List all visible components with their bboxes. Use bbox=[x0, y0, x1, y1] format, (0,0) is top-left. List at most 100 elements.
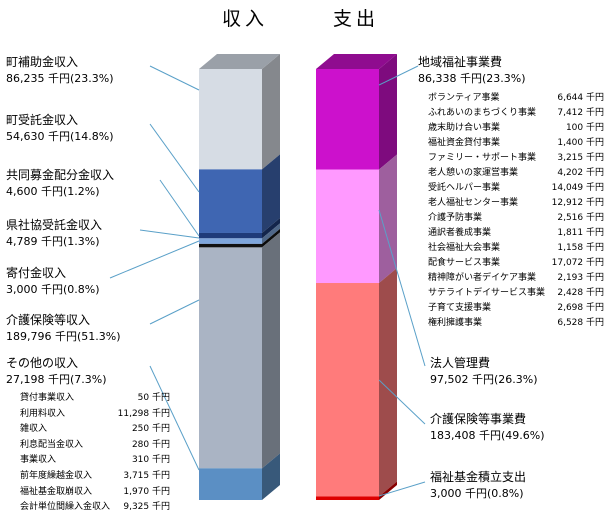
income-breakdown-name: 雑収入 bbox=[20, 424, 48, 435]
expense-breakdown-value: 2,516 千円 bbox=[557, 213, 604, 223]
expense-breakdown-value: 2,193 千円 bbox=[557, 273, 604, 283]
income-breakdown-name: 前年度繰越金収入 bbox=[20, 471, 93, 481]
income-breakdown-value: 3,715 千円 bbox=[123, 471, 170, 481]
income-value-town-commission: 54,630 千円(14.8%) bbox=[6, 130, 114, 143]
expense-bar-side-1 bbox=[379, 154, 397, 284]
expense-breakdown-name: ボランティア事業 bbox=[428, 93, 500, 103]
leader-town-subsidy bbox=[149, 65, 200, 91]
expense-breakdown-value: 6,644 千円 bbox=[557, 93, 604, 103]
expense-breakdown-name: ファミリー・サポート事業 bbox=[428, 153, 537, 163]
expense-label-welfare-fund: 福祉基金積立支出 bbox=[430, 470, 527, 484]
income-value-other: 27,198 千円(7.3%) bbox=[6, 373, 107, 386]
leader-prefecture-commission bbox=[139, 229, 200, 239]
income-label-community-chest: 共同募金配分金収入 bbox=[6, 168, 115, 182]
expense-breakdown-value: 3,215 千円 bbox=[557, 153, 604, 163]
income-breakdown-name: 利用料収入 bbox=[20, 408, 66, 419]
income-bar-segment-6 bbox=[199, 468, 262, 500]
expense-breakdown-value: 14,049 千円 bbox=[551, 183, 604, 193]
expense-breakdown-name: サテライトデイサービス事業 bbox=[428, 288, 546, 298]
leader-care-insurance bbox=[149, 299, 200, 325]
income-value-donations: 3,000 千円(0.8%) bbox=[6, 283, 100, 296]
income-breakdown-value: 310 千円 bbox=[131, 455, 170, 466]
income-bar-side-2 bbox=[262, 217, 280, 239]
expense-breakdown-value: 6,528 千円 bbox=[557, 318, 604, 328]
expense-breakdown-value: 2,698 千円 bbox=[557, 303, 604, 313]
income-value-community-chest: 4,600 千円(1.2%) bbox=[6, 185, 100, 198]
income-bar-segment-2 bbox=[199, 232, 262, 239]
expense-breakdown-name: 歳末助け合い事業 bbox=[428, 123, 501, 133]
leader-town-commission bbox=[149, 123, 200, 193]
leader-community-chest bbox=[159, 179, 200, 237]
income-breakdown-name: 利息配当金収入 bbox=[20, 439, 84, 450]
expense-breakdown-name: 老人福祉センター事業 bbox=[428, 198, 519, 208]
income-label-town-commission: 町受託金収入 bbox=[6, 113, 79, 127]
expense-breakdown-value: 1,158 千円 bbox=[557, 243, 604, 253]
expense-breakdown-name: 精神障がい者デイケア事業 bbox=[428, 273, 537, 283]
income-bar-side-4 bbox=[262, 228, 280, 248]
income-bar-side-0 bbox=[262, 54, 280, 170]
expense-breakdown-name: 通訳者養成事業 bbox=[428, 228, 492, 238]
expense-breakdown-name: 受託ヘルパー事業 bbox=[428, 183, 501, 193]
expense-value-community-welfare: 86,338 千円(23.3%) bbox=[418, 72, 526, 85]
expense-value-care-insurance: 183,408 千円(49.6%) bbox=[430, 429, 545, 442]
income-bar-side-5 bbox=[262, 232, 280, 469]
income-bar-segment-1 bbox=[199, 169, 262, 233]
income-breakdown-name: 会計単位間繰入金収入 bbox=[20, 502, 111, 513]
expense-bar-top bbox=[316, 54, 397, 69]
expense-breakdown-name: 福祉資金貸付事業 bbox=[428, 138, 501, 148]
income-heading: 収入 bbox=[222, 8, 269, 30]
expense-bar-segment-0 bbox=[316, 69, 379, 170]
income-label-other: その他の収入 bbox=[6, 356, 79, 370]
expense-breakdown-name: ふれあいのまちづくり事業 bbox=[428, 108, 537, 118]
income-bar-segment-5 bbox=[199, 247, 262, 469]
income-value-prefecture-commission: 4,789 千円(1.3%) bbox=[6, 235, 100, 248]
income-breakdown-value: 280 千円 bbox=[131, 439, 170, 450]
income-breakdown-value: 11,298 千円 bbox=[117, 408, 170, 419]
income-breakdown-value: 50 千円 bbox=[137, 393, 170, 403]
expense-bar-segment-3 bbox=[316, 496, 379, 500]
income-bar-side-3 bbox=[262, 223, 280, 244]
expense-value-welfare-fund: 3,000 千円(0.8%) bbox=[430, 487, 524, 500]
income-label-prefecture-commission: 県社協受託金収入 bbox=[6, 218, 103, 232]
expense-breakdown-value: 1,811 千円 bbox=[557, 228, 604, 238]
income-breakdown-value: 1,970 千円 bbox=[123, 486, 170, 497]
expense-breakdown-value: 2,428 千円 bbox=[557, 288, 604, 298]
expense-label-care-insurance: 介護保険等事業費 bbox=[430, 412, 527, 426]
expense-breakdown-name: 老人憩いの家運営事業 bbox=[428, 168, 519, 178]
income-label-donations: 寄付金収入 bbox=[6, 266, 67, 280]
expense-breakdown-name: 介護予防事業 bbox=[428, 213, 483, 223]
expense-breakdown-value: 17,072 千円 bbox=[551, 258, 604, 268]
expense-label-administration: 法人管理費 bbox=[430, 356, 491, 370]
expense-breakdown-name: 子育て支援事業 bbox=[428, 303, 492, 313]
expense-bar-side-0 bbox=[379, 54, 397, 170]
expense-bar-segment-2 bbox=[316, 283, 379, 497]
income-bar-side-1 bbox=[262, 154, 280, 233]
expense-heading: 支出 bbox=[333, 8, 380, 30]
leader-welfare-fund bbox=[378, 481, 426, 497]
expense-breakdown-name: 社会福祉大会事業 bbox=[428, 243, 501, 253]
income-label-care-insurance: 介護保険等収入 bbox=[6, 313, 91, 327]
income-value-town-subsidy: 86,235 千円(23.3%) bbox=[6, 72, 114, 85]
expense-breakdown-name: 配食サービス事業 bbox=[428, 258, 501, 268]
leader-expense-care-insurance bbox=[378, 379, 426, 425]
income-bar-segment-3 bbox=[199, 238, 262, 244]
expense-value-administration: 97,502 千円(26.3%) bbox=[430, 373, 538, 386]
expense-bar-side-2 bbox=[379, 268, 397, 497]
leader-other bbox=[149, 365, 200, 471]
income-breakdown-name: 事業収入 bbox=[20, 455, 57, 466]
expense-breakdown-name: 権利擁護事業 bbox=[428, 318, 483, 328]
income-bar-segment-4 bbox=[199, 243, 262, 248]
expense-bar-segment-1 bbox=[316, 169, 379, 284]
expense-breakdown-value: 12,912 千円 bbox=[551, 198, 604, 208]
expense-label-community-welfare: 地域福祉事業費 bbox=[418, 55, 503, 69]
income-breakdown-name: 福祉基金取崩収入 bbox=[20, 486, 93, 497]
income-breakdown-name: 貸付事業収入 bbox=[20, 393, 75, 403]
leader-administration bbox=[378, 209, 426, 367]
income-label-town-subsidy: 町補助金収入 bbox=[6, 55, 79, 69]
expense-breakdown-value: 1,400 千円 bbox=[557, 138, 604, 148]
income-breakdown-value: 9,325 千円 bbox=[123, 502, 170, 513]
income-bar-side-6 bbox=[262, 453, 280, 500]
expense-breakdown-value: 100 千円 bbox=[565, 123, 604, 133]
income-bar-top bbox=[199, 54, 280, 69]
